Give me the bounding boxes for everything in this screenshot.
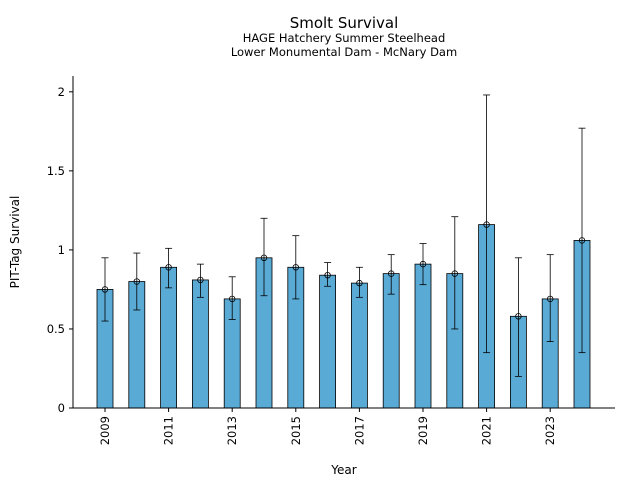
x-tick-label-2015: 2015 xyxy=(289,416,303,445)
y-tick-label-0: 0 xyxy=(58,401,65,415)
x-tick-label-2023: 2023 xyxy=(543,416,557,445)
x-axis-label: Year xyxy=(330,463,356,477)
y-tick-label-1: 0.5 xyxy=(47,322,65,336)
point-2012 xyxy=(197,276,204,284)
point-2015 xyxy=(292,264,299,271)
point-2016 xyxy=(324,272,331,279)
x-tick-label-2019: 2019 xyxy=(416,416,430,445)
y-axis-label: PIT-Tag Survival xyxy=(8,196,22,289)
bar-2011 xyxy=(160,266,178,409)
point-2024 xyxy=(578,237,586,244)
bar-2016 xyxy=(319,274,337,409)
chart-subtitle-line-2: Lower Monumental Dam - McNary Dam xyxy=(231,45,457,59)
chart-subtitle-line-1: HAGE Hatchery Summer Steelhead xyxy=(243,31,446,45)
y-tick-label-3: 1.5 xyxy=(47,164,65,178)
x-tick-label-2021: 2021 xyxy=(480,416,494,445)
point-2018 xyxy=(388,270,395,277)
point-2013 xyxy=(228,295,236,303)
x-tick-label-2013: 2013 xyxy=(225,416,239,445)
point-2014 xyxy=(260,254,268,262)
point-2021 xyxy=(483,221,490,228)
bar-2012 xyxy=(191,279,209,409)
bar-2019 xyxy=(414,263,432,409)
x-tick-label-2011: 2011 xyxy=(162,416,176,445)
y-tick-label-4: 2 xyxy=(58,85,65,99)
y-tick-label-2: 1 xyxy=(58,243,65,257)
point-2020 xyxy=(451,270,458,277)
bar-2017 xyxy=(350,282,368,409)
point-2017 xyxy=(356,279,363,287)
chart-title: Smolt Survival xyxy=(290,14,399,32)
point-2011 xyxy=(165,264,172,271)
point-2009 xyxy=(101,286,109,293)
point-2019 xyxy=(419,260,427,268)
plot-area: 0 0.5 1 1.5 2 2009 2011 2013 2015 2017 2019 2021 202… xyxy=(47,76,615,445)
x-tick-label-2017: 2017 xyxy=(352,416,366,445)
point-2010 xyxy=(133,278,140,285)
point-2023 xyxy=(547,295,554,303)
point-2022 xyxy=(515,313,522,320)
x-tick-label-2009: 2009 xyxy=(98,416,112,445)
